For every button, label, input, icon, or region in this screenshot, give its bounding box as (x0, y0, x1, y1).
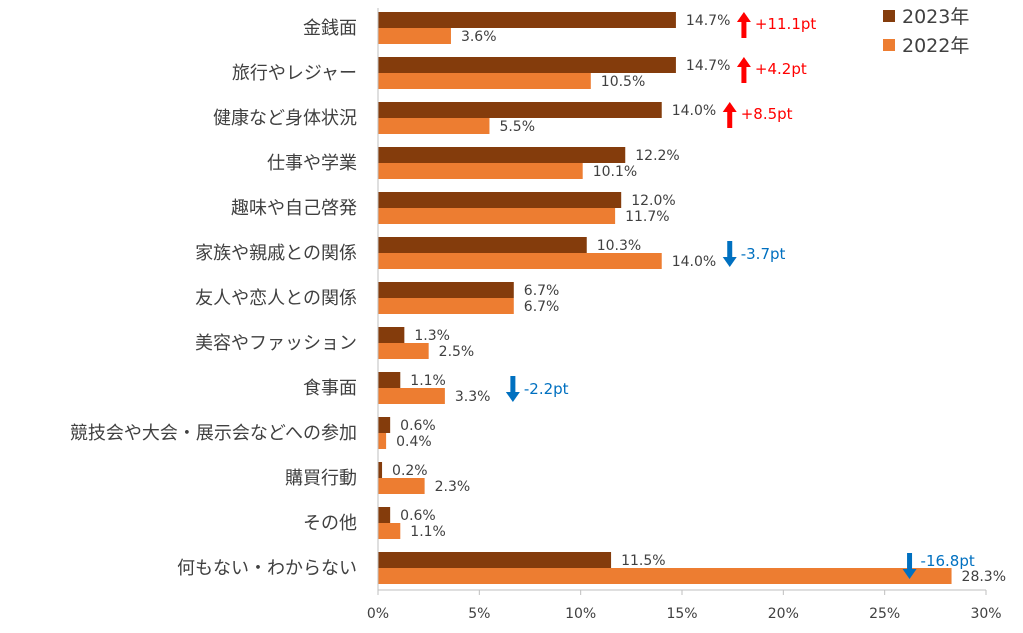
category-label: 何もない・わからない (177, 558, 357, 579)
bar-2023 (378, 57, 676, 73)
bar-2022 (378, 253, 662, 269)
bar-2023 (378, 417, 391, 433)
data-label: 14.0% (672, 103, 716, 119)
data-label: 6.7% (524, 299, 560, 315)
category-label: 仕事や学業 (267, 153, 357, 174)
bar-2022 (378, 523, 401, 539)
data-label: 1.1% (410, 373, 446, 389)
bar-2023 (378, 102, 662, 118)
bar-2022 (378, 28, 451, 44)
bar-2023 (378, 552, 612, 568)
legend-swatch-2023 (883, 10, 895, 22)
up-arrow-icon (736, 57, 751, 67)
bar-2023 (378, 327, 405, 343)
x-tick-label: 30% (970, 606, 1001, 622)
change-annotation: +4.2pt (755, 60, 807, 78)
bar-2022 (378, 478, 425, 494)
data-label: 0.6% (400, 418, 436, 434)
bar-2022 (378, 298, 514, 314)
up-arrow-shaft (741, 66, 747, 83)
category-label: 食事面 (303, 378, 357, 399)
up-arrow-shaft (727, 111, 733, 128)
down-arrow-icon (722, 257, 737, 267)
data-label: 10.1% (593, 164, 637, 180)
bar-2023 (378, 192, 622, 208)
bar-2022 (378, 343, 429, 359)
bar-2022 (378, 73, 591, 89)
category-label: 健康など身体状況 (213, 108, 357, 129)
category-label: 競技会や大会・展示会などへの参加 (70, 423, 357, 444)
data-label: 0.2% (392, 463, 428, 479)
bar-2023 (378, 147, 626, 163)
bar-2023 (378, 282, 514, 298)
category-label: その他 (303, 513, 357, 534)
x-tick-label: 10% (565, 606, 596, 622)
down-arrow-shaft (907, 553, 913, 570)
bar-2022 (378, 568, 952, 584)
x-tick-label: 25% (869, 606, 900, 622)
data-label: 14.7% (686, 58, 730, 74)
up-arrow-icon (722, 102, 737, 112)
data-label: 0.6% (400, 508, 436, 524)
change-annotation: -2.2pt (524, 380, 569, 398)
data-label: 11.5% (621, 553, 665, 569)
data-label: 5.5% (499, 119, 535, 135)
bar-2022 (378, 433, 387, 449)
down-arrow-icon (505, 392, 520, 402)
x-tick-label: 20% (768, 606, 799, 622)
category-label: 旅行やレジャー (232, 63, 357, 84)
down-arrow-shaft (727, 241, 733, 258)
down-arrow-icon (902, 569, 917, 579)
bar-2022 (378, 208, 616, 224)
bar-2023 (378, 507, 391, 523)
data-label: 14.7% (686, 13, 730, 29)
data-label: 3.3% (455, 389, 491, 405)
up-arrow-icon (736, 12, 751, 22)
legend-label: 2023年 (902, 6, 969, 28)
category-label: 家族や親戚との関係 (195, 243, 357, 264)
category-label: 美容やファッション (195, 333, 357, 354)
data-label: 1.1% (410, 524, 446, 540)
up-arrow-shaft (741, 21, 747, 38)
bar-2023 (378, 462, 383, 478)
bar-2022 (378, 118, 490, 134)
down-arrow-shaft (510, 376, 516, 393)
x-tick-label: 15% (666, 606, 697, 622)
x-tick-label: 5% (468, 606, 490, 622)
data-label: 12.0% (631, 193, 675, 209)
x-tick-label: 0% (367, 606, 389, 622)
category-label: 趣味や自己啓発 (231, 198, 357, 219)
data-label: 0.4% (396, 434, 432, 450)
change-annotation: +8.5pt (741, 105, 793, 123)
data-label: 6.7% (524, 283, 560, 299)
legend-swatch-2022 (883, 39, 895, 51)
change-annotation: -16.8pt (921, 552, 975, 570)
bar-2023 (378, 237, 587, 253)
bar-2023 (378, 12, 676, 28)
data-label: 12.2% (635, 148, 679, 164)
data-label: 10.5% (601, 74, 645, 90)
data-label: 1.3% (414, 328, 450, 344)
data-label: 14.0% (672, 254, 716, 270)
data-label: 11.7% (625, 209, 669, 225)
category-label: 金銭面 (303, 18, 357, 39)
bar-2022 (378, 163, 583, 179)
category-label: 購買行動 (285, 468, 357, 489)
bar-2023 (378, 372, 401, 388)
change-annotation: +11.1pt (755, 15, 816, 33)
data-label: 2.5% (439, 344, 475, 360)
data-label: 2.3% (435, 479, 471, 495)
bar-2022 (378, 388, 445, 404)
data-label: 3.6% (461, 29, 497, 45)
data-label: 28.3% (962, 569, 1006, 585)
legend-label: 2022年 (902, 35, 969, 57)
data-label: 10.3% (597, 238, 641, 254)
change-annotation: -3.7pt (741, 245, 786, 263)
category-label: 友人や恋人との関係 (195, 287, 357, 309)
